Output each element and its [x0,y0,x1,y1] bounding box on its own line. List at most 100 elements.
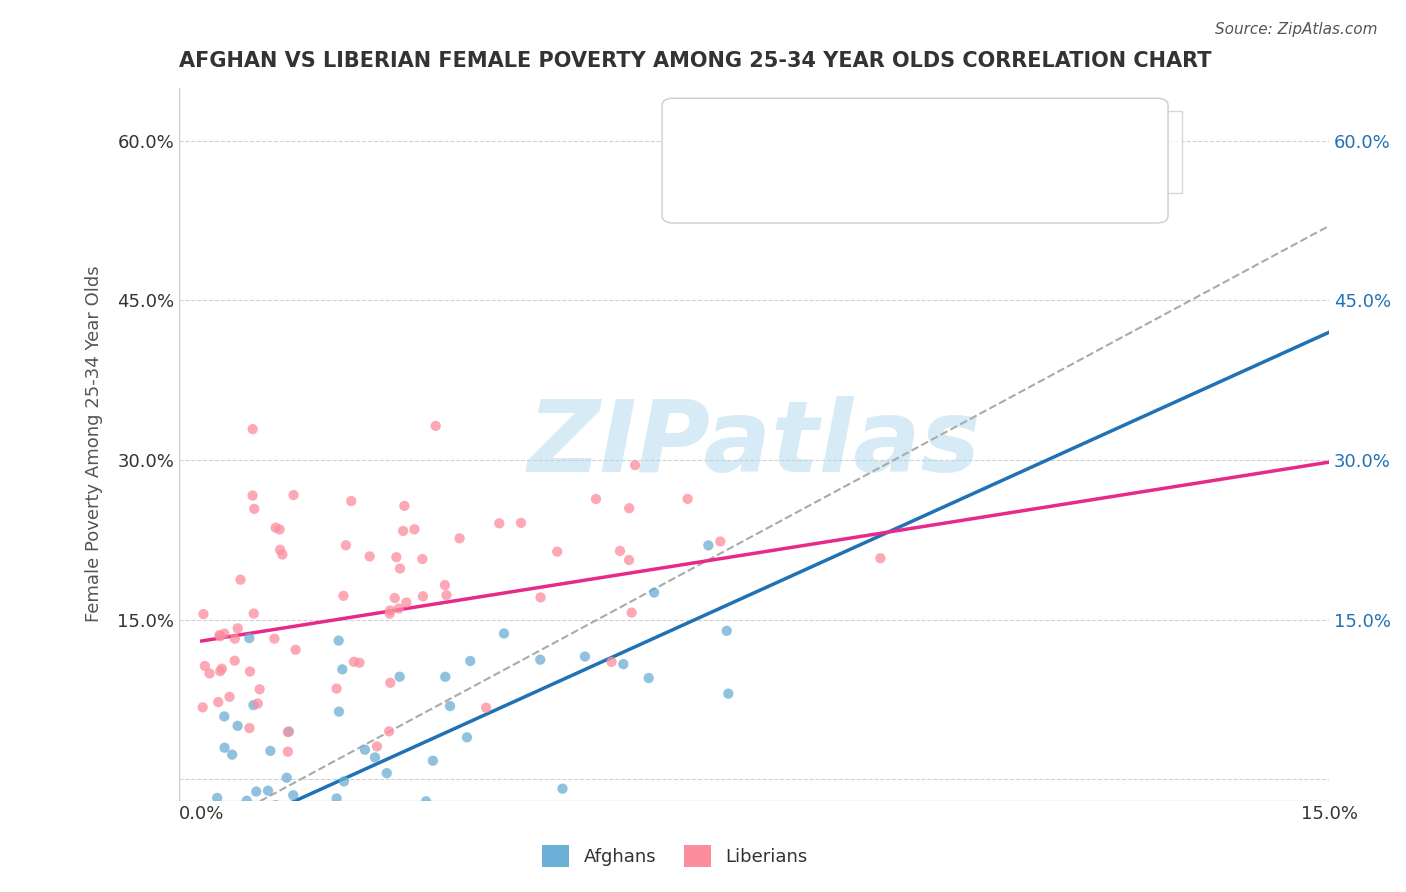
Point [609,544,631,558]
Point [194,825,217,839]
Point [221,825,243,839]
Point [392,524,415,538]
Point [385,550,408,565]
Point [343,655,366,669]
Point [250,811,273,825]
Point [585,491,607,506]
Point [211,662,233,676]
Point [488,516,510,531]
Point [277,745,299,759]
Point [436,588,458,602]
Point [246,697,269,711]
Point [309,825,332,839]
Point [439,699,461,714]
Point [335,538,357,552]
Point [240,816,263,830]
Point [456,731,478,745]
Point [214,709,236,723]
Point [328,633,350,648]
Point [600,655,623,669]
Point [492,626,515,640]
Point [239,665,262,679]
Point [193,607,215,621]
Point [378,724,401,739]
Point [245,784,267,798]
Text: Source: ZipAtlas.com: Source: ZipAtlas.com [1215,22,1378,37]
Point [510,516,533,530]
Point [221,747,243,762]
Point [263,632,285,646]
Point [257,783,280,797]
Point [218,690,240,704]
Point [328,705,350,719]
Point [229,573,252,587]
Point [643,585,665,599]
Point [238,721,260,735]
Point [209,825,232,839]
FancyBboxPatch shape [662,98,1168,223]
Point [284,642,307,657]
Point [378,603,401,617]
Point [624,458,647,472]
Point [716,624,738,638]
Legend:  R = 0.619    N = 68,  R = 0.347    N = 73: R = 0.619 N = 68, R = 0.347 N = 73 [929,111,1182,193]
Point [354,743,377,757]
Point [224,654,246,668]
Y-axis label: Female Poverty Among 25-34 Year Olds: Female Poverty Among 25-34 Year Olds [86,266,103,623]
Point [224,632,246,646]
Point [574,649,596,664]
Point [340,494,363,508]
Point [434,670,457,684]
Point [378,607,401,621]
Point [325,681,347,696]
Point [294,814,316,828]
Point [394,499,416,513]
Point [364,750,387,764]
Point [425,418,447,433]
Point [308,825,330,839]
Point [214,740,236,755]
Point [242,489,264,503]
Point [389,561,412,575]
Point [617,553,640,567]
Point [269,523,291,537]
Point [217,825,239,839]
Legend: Afghans, Liberians: Afghans, Liberians [536,838,814,874]
Point [221,825,243,839]
Point [224,814,246,829]
Point [411,552,433,566]
Point [242,422,264,436]
Text: ZIPatlas: ZIPatlas [527,395,980,492]
Point [194,659,217,673]
Point [204,811,226,825]
Point [412,590,434,604]
Point [388,601,411,615]
Point [676,491,699,506]
Point [271,548,294,562]
Point [697,538,720,552]
Point [235,794,257,808]
Point [276,771,298,785]
Point [330,662,353,676]
Point [404,522,426,536]
Point [612,657,634,672]
Point [395,595,418,609]
Point [224,825,246,839]
Point [218,825,240,839]
Point [242,607,264,621]
Point [458,654,481,668]
Point [375,766,398,780]
Point [620,606,643,620]
Point [269,542,291,557]
Point [277,724,299,739]
Point [262,825,284,839]
Point [191,700,214,714]
Point [349,656,371,670]
Point [388,670,411,684]
Point [546,544,568,558]
Point [366,739,388,754]
Point [259,744,281,758]
Point [415,794,437,808]
Point [200,807,222,822]
Point [209,629,232,643]
